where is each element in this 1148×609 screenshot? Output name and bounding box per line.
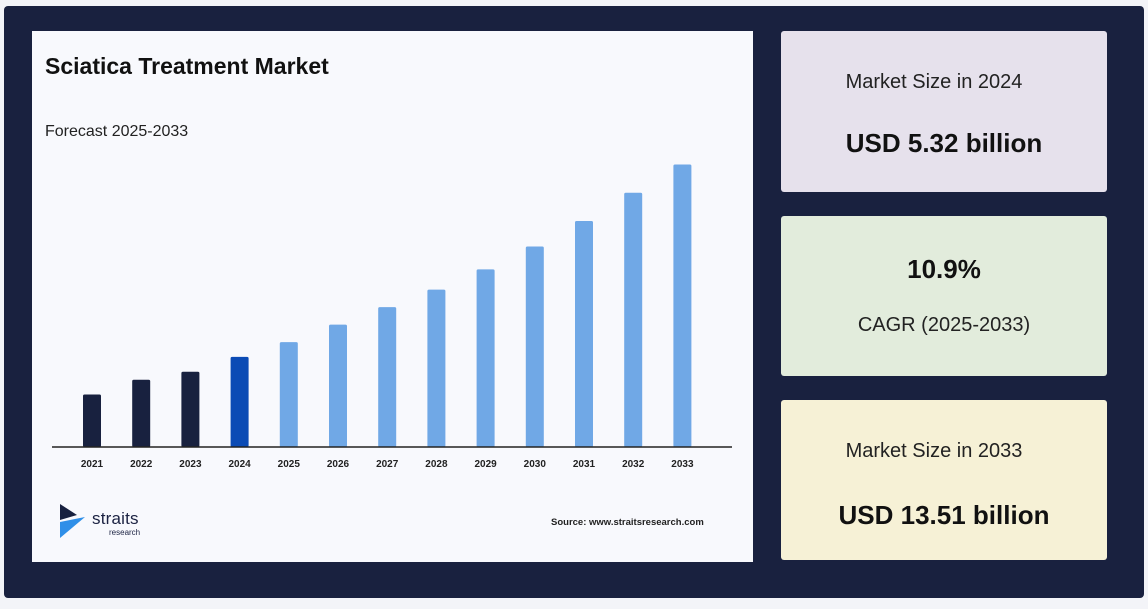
cagr-card: 10.9% CAGR (2025-2033) bbox=[781, 216, 1107, 376]
chart-panel: Sciatica Treatment Market Forecast 2025-… bbox=[32, 31, 753, 562]
market-size-2033-card: Market Size in 2033 USD 13.51 billion bbox=[781, 400, 1107, 560]
source-note: Source: www.straitsresearch.com bbox=[551, 517, 704, 528]
straits-logo: straits research bbox=[59, 503, 189, 543]
x-tick-label-2024: 2024 bbox=[228, 459, 251, 470]
bar-chart: 2021 2022 2023 2024 2025 2026 2027 2028 2029 2030… bbox=[52, 164, 732, 470]
logo-sub: research bbox=[109, 528, 141, 537]
x-tick-label-2029: 2029 bbox=[474, 459, 497, 470]
x-tick-label-2028: 2028 bbox=[425, 459, 448, 470]
bar-2030 bbox=[525, 246, 544, 447]
x-tick-label-2021: 2021 bbox=[81, 459, 104, 470]
x-tick-label-2033: 2033 bbox=[671, 459, 694, 470]
cagr-label: CAGR (2025-2033) bbox=[857, 314, 1031, 336]
x-tick-label-2032: 2032 bbox=[622, 459, 645, 470]
x-tick-label-2031: 2031 bbox=[573, 459, 596, 470]
x-tick-label-2030: 2030 bbox=[524, 459, 547, 470]
bar-2031 bbox=[575, 221, 593, 447]
bar-2032 bbox=[624, 192, 643, 447]
bar-2022 bbox=[132, 379, 151, 447]
logo-name: straits bbox=[92, 509, 139, 528]
bar-2024 bbox=[230, 356, 249, 447]
chart-title: Sciatica Treatment Market bbox=[45, 53, 329, 79]
x-tick-label-2023: 2023 bbox=[179, 459, 202, 470]
x-tick-label-2027: 2027 bbox=[376, 459, 399, 470]
x-tick-label-2025: 2025 bbox=[278, 459, 301, 470]
cagr-value: 10.9% bbox=[907, 254, 981, 284]
bar-2027 bbox=[378, 307, 397, 447]
bar-2021 bbox=[83, 394, 101, 447]
market-size-2024-card: Market Size in 2024 USD 5.32 billion bbox=[781, 31, 1107, 192]
chart-subtitle: Forecast 2025-2033 bbox=[45, 123, 189, 140]
x-tick-label-2026: 2026 bbox=[327, 459, 350, 470]
bar-2025 bbox=[279, 342, 298, 447]
bar-2026 bbox=[329, 324, 347, 447]
bar-2033 bbox=[673, 164, 692, 447]
market-size-2033-label: Market Size in 2033 bbox=[845, 440, 1023, 462]
bar-2023 bbox=[181, 371, 200, 447]
market-size-2024-label: Market Size in 2024 bbox=[845, 71, 1023, 93]
x-tick-label-2022: 2022 bbox=[130, 459, 153, 470]
market-size-2024-value: USD 5.32 billion bbox=[845, 128, 1043, 158]
market-size-2033-value: USD 13.51 billion bbox=[838, 500, 1050, 530]
straits-logo-icon bbox=[60, 504, 85, 538]
bar-2029 bbox=[476, 269, 495, 447]
bar-2028 bbox=[427, 289, 446, 447]
